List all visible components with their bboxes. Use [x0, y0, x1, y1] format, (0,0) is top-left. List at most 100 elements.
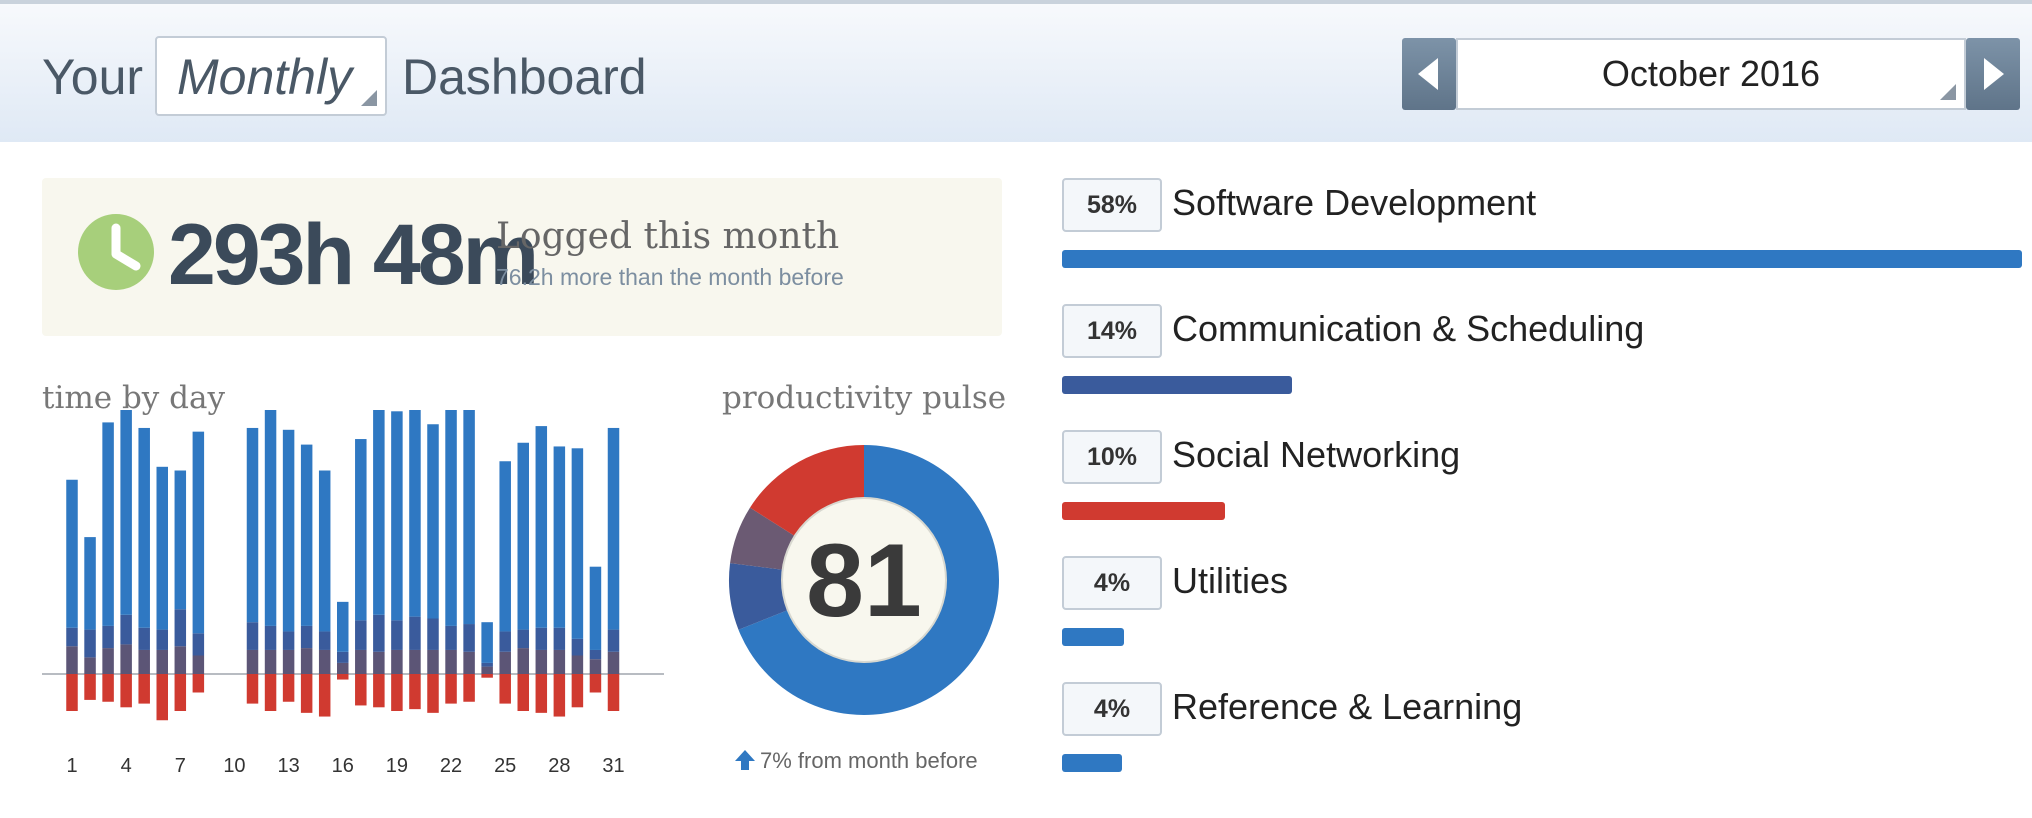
day-bar[interactable]: [174, 470, 187, 712]
bar-segment: [355, 649, 367, 674]
day-bar[interactable]: [355, 439, 367, 706]
category-name: Social Networking: [1172, 434, 1461, 475]
bar-segment: [102, 625, 114, 649]
day-bar[interactable]: [517, 442, 530, 711]
day-bar[interactable]: [463, 410, 475, 702]
category-percent: 58%: [1062, 178, 1162, 232]
day-bar[interactable]: [66, 479, 78, 711]
bar-segment: [391, 411, 403, 621]
donut-slice[interactable]: [738, 445, 999, 715]
day-bar[interactable]: [192, 431, 205, 693]
bar-segment: [535, 426, 548, 628]
bar-segment: [607, 629, 620, 652]
bar-segment-negative: [373, 674, 385, 708]
bar-segment: [499, 651, 511, 674]
previous-month-button[interactable]: [1402, 38, 1456, 110]
bar-segment-negative: [318, 674, 331, 717]
pulse-score: 81: [806, 523, 922, 639]
day-bar[interactable]: [84, 537, 96, 700]
category-percent: 14%: [1062, 304, 1162, 358]
day-bar[interactable]: [120, 410, 132, 708]
bar-segment: [463, 651, 475, 674]
day-bar[interactable]: [373, 410, 385, 708]
day-bar[interactable]: [337, 601, 349, 680]
bar-segment: [607, 427, 620, 630]
day-bar[interactable]: [282, 429, 295, 702]
chevron-left-icon: [1418, 58, 1438, 90]
bar-segment-negative: [427, 674, 439, 713]
up-arrow-icon: [735, 750, 755, 770]
clock-icon: [78, 214, 154, 290]
bar-segment: [589, 649, 602, 660]
bar-segment: [445, 625, 457, 650]
category-bar: [1062, 250, 2022, 268]
dashboard-header: Your Monthly Dashboard October 2016: [0, 0, 2032, 142]
category-item[interactable]: 10% Social Networking: [1062, 430, 2024, 556]
day-bar[interactable]: [481, 622, 493, 678]
day-bar[interactable]: [589, 566, 602, 693]
category-item[interactable]: 4% Reference & Learning: [1062, 682, 2024, 808]
bar-segment: [355, 439, 367, 621]
day-bar[interactable]: [607, 427, 620, 711]
day-bar[interactable]: [300, 444, 313, 713]
bar-segment: [427, 618, 439, 650]
category-item[interactable]: 4% Utilities: [1062, 556, 2024, 682]
bar-segment: [553, 649, 566, 674]
bar-segment-negative: [337, 674, 349, 680]
bar-segment: [427, 424, 439, 619]
bar-segment: [282, 429, 295, 632]
day-bar[interactable]: [264, 410, 277, 711]
donut-slice[interactable]: [730, 507, 795, 570]
donut-slice[interactable]: [729, 563, 788, 630]
category-bar: [1062, 376, 1292, 394]
bar-segment: [174, 646, 187, 674]
title-prefix: Your: [42, 49, 144, 105]
bar-segment: [409, 649, 421, 674]
bar-segment: [156, 466, 168, 630]
bar-segment: [571, 655, 584, 674]
day-bar[interactable]: [102, 422, 114, 702]
x-tick-label: 4: [121, 755, 132, 777]
day-bar[interactable]: [391, 411, 403, 711]
day-bar[interactable]: [571, 448, 584, 708]
category-item[interactable]: 58% Software Development: [1062, 178, 2024, 304]
bar-segment: [391, 649, 403, 674]
day-bar[interactable]: [246, 427, 259, 704]
day-bar[interactable]: [409, 410, 421, 710]
day-bar[interactable]: [553, 446, 566, 717]
bar-segment: [463, 624, 475, 652]
next-month-button[interactable]: [1966, 38, 2020, 110]
bar-segment-negative: [66, 674, 78, 711]
bar-segment: [463, 410, 475, 625]
bar-segment-negative: [553, 674, 566, 717]
bar-segment: [102, 648, 114, 674]
day-bar[interactable]: [156, 466, 169, 721]
bar-segment-negative: [264, 674, 277, 711]
period-select[interactable]: Monthly: [155, 36, 387, 116]
title-suffix: Dashboard: [402, 49, 647, 105]
bar-segment-negative: [120, 674, 132, 708]
bar-segment: [318, 470, 331, 632]
month-select[interactable]: October 2016: [1456, 38, 1966, 110]
day-bar[interactable]: [499, 461, 511, 704]
category-name: Software Development: [1172, 182, 1537, 223]
day-bar[interactable]: [445, 410, 457, 704]
x-tick-label: 25: [494, 755, 516, 777]
bar-segment: [553, 446, 566, 628]
pulse-change: 7% from month before: [734, 748, 978, 774]
bar-segment: [84, 537, 96, 630]
day-bar[interactable]: [138, 427, 150, 704]
bar-segment: [192, 431, 205, 634]
bar-segment: [174, 470, 187, 610]
bar-segment-negative: [445, 674, 457, 704]
month-navigator: October 2016: [1402, 38, 2020, 110]
bar-segment: [138, 627, 150, 650]
bar-segment: [66, 627, 78, 647]
donut-slice[interactable]: [750, 445, 864, 537]
day-bar[interactable]: [535, 426, 548, 713]
bar-segment: [607, 651, 620, 674]
category-item[interactable]: 14% Communication & Scheduling: [1062, 304, 2024, 430]
bar-segment: [192, 633, 205, 656]
day-bar[interactable]: [318, 470, 331, 717]
day-bar[interactable]: [427, 424, 439, 713]
